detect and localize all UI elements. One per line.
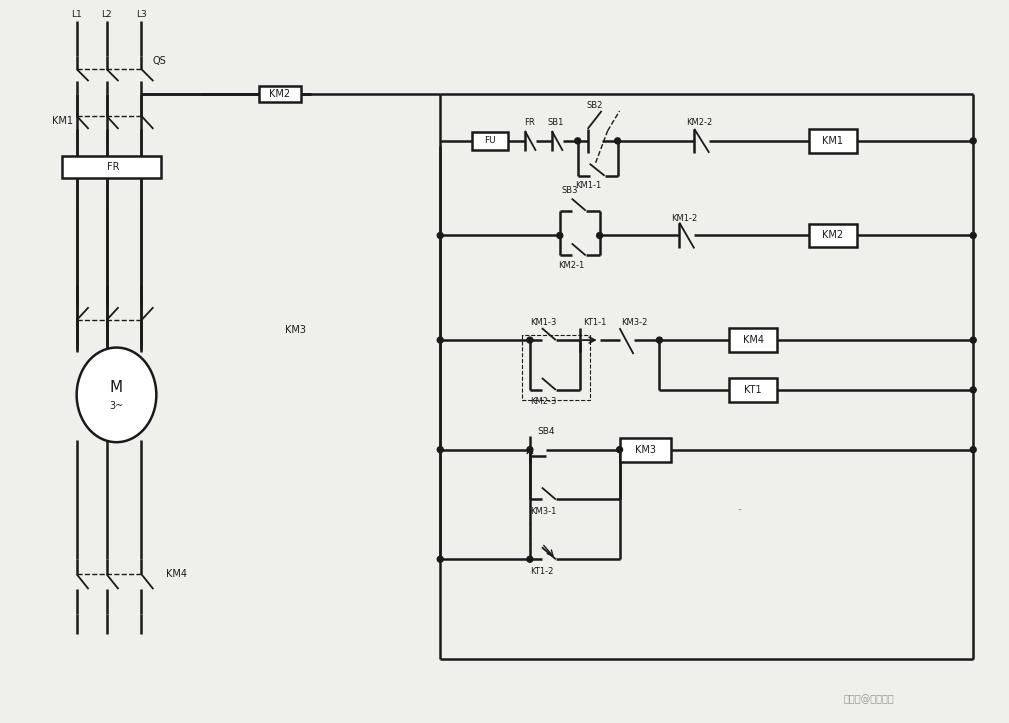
- Text: KM2-2: KM2-2: [686, 119, 712, 127]
- Circle shape: [657, 337, 662, 343]
- Bar: [730, 328, 777, 352]
- Text: KM2: KM2: [269, 89, 291, 99]
- Circle shape: [616, 447, 623, 453]
- Text: QS: QS: [152, 56, 166, 67]
- Text: KM1: KM1: [822, 136, 844, 146]
- Ellipse shape: [77, 348, 156, 442]
- Text: KM3-2: KM3-2: [622, 317, 648, 327]
- Text: KM3-1: KM3-1: [530, 507, 556, 516]
- Text: M: M: [110, 380, 123, 395]
- Text: SB3: SB3: [562, 186, 578, 195]
- Circle shape: [614, 138, 621, 144]
- Text: KM1-2: KM1-2: [671, 214, 697, 223]
- Text: FR: FR: [525, 119, 536, 127]
- Text: L3: L3: [136, 10, 146, 19]
- Text: FR: FR: [107, 162, 120, 172]
- Text: 3~: 3~: [109, 401, 124, 411]
- Circle shape: [437, 556, 443, 562]
- Text: KM3: KM3: [286, 325, 307, 335]
- Text: KM2-1: KM2-1: [558, 261, 584, 270]
- Bar: [620, 437, 671, 461]
- Bar: [809, 223, 857, 247]
- Text: FU: FU: [484, 137, 495, 145]
- Circle shape: [971, 233, 976, 239]
- Circle shape: [557, 233, 563, 239]
- Text: -: -: [738, 505, 741, 515]
- Text: KT1-1: KT1-1: [583, 317, 606, 327]
- Text: L2: L2: [101, 10, 112, 19]
- Text: SB4: SB4: [538, 427, 555, 436]
- Circle shape: [971, 138, 976, 144]
- Circle shape: [437, 337, 443, 343]
- Text: 搜狐号@聚能优电: 搜狐号@聚能优电: [844, 693, 894, 703]
- Circle shape: [596, 233, 602, 239]
- Circle shape: [971, 447, 976, 453]
- Text: KM1-1: KM1-1: [575, 181, 601, 190]
- Circle shape: [527, 556, 533, 562]
- Circle shape: [575, 138, 581, 144]
- Text: KM2-3: KM2-3: [530, 398, 556, 406]
- Circle shape: [527, 447, 533, 453]
- Text: SB2: SB2: [586, 101, 602, 111]
- Text: KT1-2: KT1-2: [530, 567, 553, 576]
- Bar: [62, 155, 161, 178]
- Text: KM3: KM3: [635, 445, 656, 455]
- Text: KM4: KM4: [743, 335, 764, 345]
- Text: KM2: KM2: [822, 231, 844, 241]
- Bar: [472, 132, 508, 150]
- Text: KM4: KM4: [165, 569, 187, 579]
- Circle shape: [437, 233, 443, 239]
- Bar: [809, 129, 857, 153]
- Circle shape: [971, 387, 976, 393]
- Circle shape: [971, 337, 976, 343]
- Bar: [730, 378, 777, 402]
- Text: SB1: SB1: [548, 119, 564, 127]
- Text: L1: L1: [72, 10, 82, 19]
- Text: KM1-3: KM1-3: [530, 317, 556, 327]
- Text: KM1: KM1: [51, 116, 73, 126]
- Circle shape: [527, 337, 533, 343]
- Circle shape: [437, 447, 443, 453]
- Text: KT1: KT1: [745, 385, 762, 395]
- Bar: [259, 86, 301, 102]
